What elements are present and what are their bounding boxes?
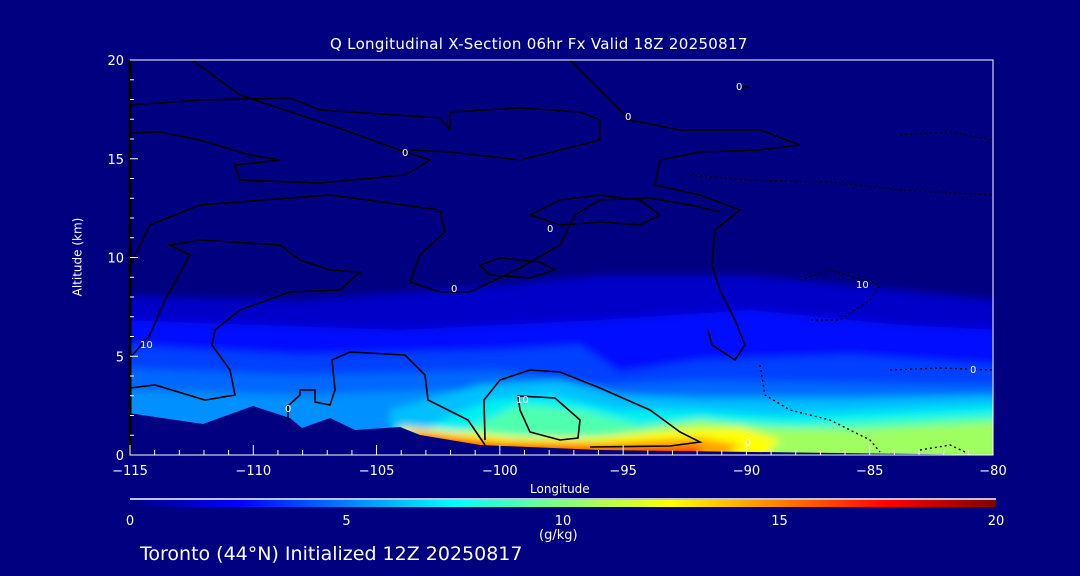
dotted-contours: [689, 131, 993, 453]
dotted-contour: [919, 444, 966, 453]
x-tick-label: −90: [733, 464, 760, 479]
dotted-contour: [889, 367, 993, 371]
colorbar: [130, 500, 996, 507]
contour-label: 0: [625, 112, 631, 123]
y-tick-label: 20: [107, 54, 124, 69]
x-tick-label: −80: [979, 464, 1006, 479]
y-axis-label: Altitude (km): [70, 217, 85, 297]
contour-line: [287, 351, 486, 446]
contour-label: 0: [736, 82, 742, 93]
tick-labels: −115 −110 −105 −100 −95 −90 −85 −80 0 5 10 15 20 0 5 10…: [107, 54, 1006, 529]
contour-label: 0: [451, 284, 457, 295]
colorbar-tick-label: 10: [555, 514, 572, 529]
contour-labels: 0 0 0 0 10 0 10 0 0 10 0: [140, 82, 976, 449]
y-tick-label: 5: [116, 350, 124, 365]
contour-label: 0: [285, 404, 291, 415]
colorbar-unit-label: (g/kg): [539, 528, 578, 543]
dotted-contour: [899, 131, 993, 141]
contour-line: [517, 395, 581, 441]
colorbar-tick-label: 5: [342, 514, 350, 529]
dotted-contour: [799, 269, 882, 321]
x-axis-label: Longitude: [530, 482, 590, 496]
contour-line: [130, 60, 432, 184]
axis-ticks: [129, 59, 994, 456]
y-tick-label: 0: [116, 449, 124, 464]
contour-label: 0: [547, 224, 553, 235]
x-tick-label: −95: [609, 464, 636, 479]
contour-line: [130, 97, 601, 161]
contour-lines: [130, 60, 801, 448]
terrain: [130, 406, 993, 455]
chart-title: Q Longitudinal X-Section 06hr Fx Valid 1…: [330, 35, 748, 53]
contour-line: [483, 369, 703, 448]
contour-line: [478, 257, 558, 279]
x-tick-label: −105: [359, 464, 395, 479]
x-tick-label: −100: [482, 464, 518, 479]
contour-line: [739, 85, 751, 91]
contour-line: [527, 194, 662, 226]
x-tick-label: −85: [856, 464, 883, 479]
x-tick-label: −110: [235, 464, 271, 479]
moisture-fill-layer: [130, 275, 993, 455]
contour-label: 10: [856, 280, 869, 291]
dotted-contour: [689, 174, 993, 196]
contour-line: [569, 60, 801, 362]
contour-label: 0: [745, 438, 751, 449]
contour-label: 10: [140, 340, 153, 351]
colorbar-tick-label: 0: [126, 514, 134, 529]
contour-line: [130, 239, 362, 401]
contour-label: 0: [970, 365, 976, 376]
colorbar-tick-label: 15: [771, 514, 788, 529]
contour-label: 0: [402, 148, 408, 159]
y-tick-label: 10: [107, 252, 124, 267]
y-tick-label: 15: [107, 153, 124, 168]
x-tick-label: −115: [112, 464, 148, 479]
contour-label: 10: [516, 395, 529, 406]
colorbar-tick-label: 20: [988, 514, 1005, 529]
dotted-contour: [759, 364, 881, 453]
footer-station-info: Toronto (44°N) Initialized 12Z 20250817: [140, 543, 523, 565]
contour-line: [130, 194, 721, 293]
